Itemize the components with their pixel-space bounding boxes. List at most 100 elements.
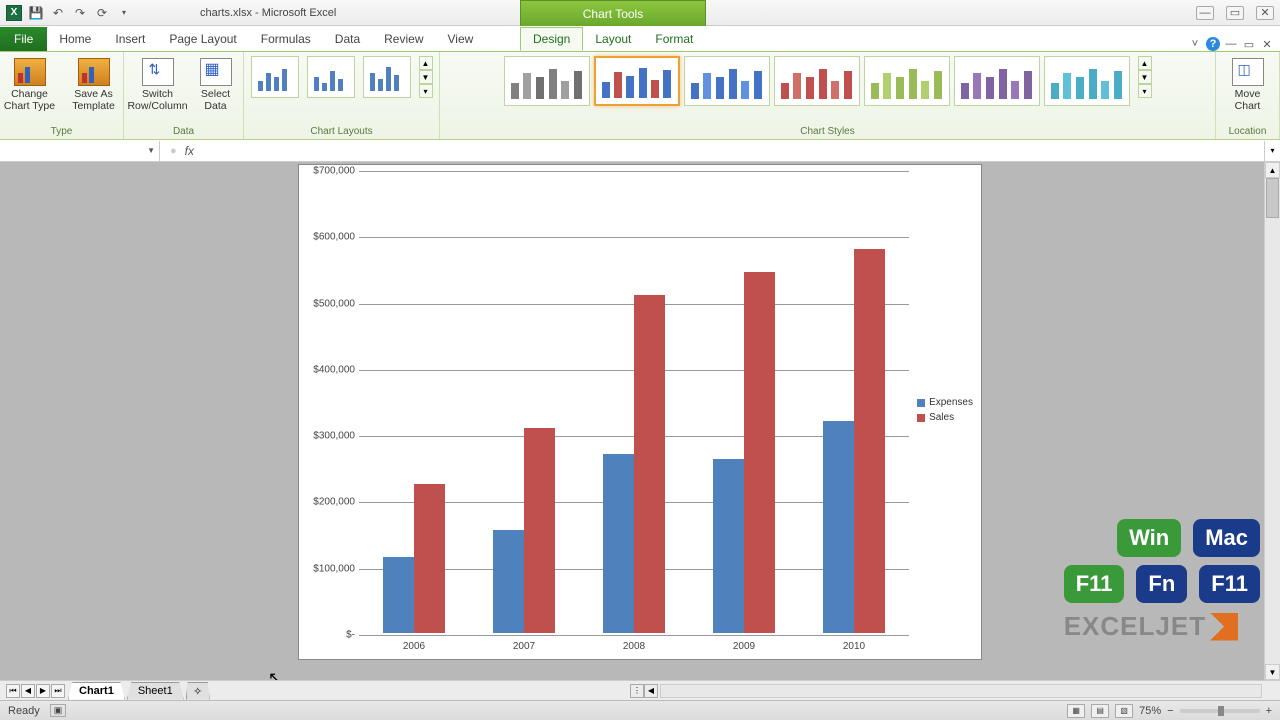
qat-customize-icon[interactable]: ▾ bbox=[116, 5, 132, 21]
tab-view[interactable]: View bbox=[436, 27, 486, 51]
overlay-badges: Win Mac F11 Fn F11 EXCELJET bbox=[1064, 519, 1260, 642]
chart-legend[interactable]: Expenses Sales bbox=[917, 397, 973, 427]
bar-sales-2008[interactable] bbox=[634, 295, 665, 633]
bar-sales-2009[interactable] bbox=[744, 272, 775, 633]
brand-icon bbox=[1210, 613, 1238, 641]
sheet-nav-prev[interactable]: ◀ bbox=[21, 684, 35, 698]
vertical-scrollbar[interactable]: ▲ ▼ bbox=[1264, 162, 1280, 680]
bar-sales-2006[interactable] bbox=[414, 484, 445, 633]
style-gallery-expand[interactable]: ▾ bbox=[1138, 84, 1152, 98]
close-button[interactable]: ✕ bbox=[1256, 6, 1274, 20]
maximize-button[interactable]: ▭ bbox=[1226, 6, 1244, 20]
style-scroll-up[interactable]: ▲ bbox=[1138, 56, 1152, 70]
chart-style-4[interactable] bbox=[774, 56, 860, 106]
chart-style-2[interactable] bbox=[594, 56, 680, 106]
bar-expenses-2007[interactable] bbox=[493, 530, 524, 633]
title-bar: X 💾 ↶ ↷ ⟳ ▾ charts.xlsx - Microsoft Exce… bbox=[0, 0, 1280, 26]
tab-home[interactable]: Home bbox=[47, 27, 103, 51]
save-icon[interactable]: 💾 bbox=[28, 5, 44, 21]
tab-page-layout[interactable]: Page Layout bbox=[157, 27, 248, 51]
legend-item-sales[interactable]: Sales bbox=[917, 412, 973, 423]
scroll-down-icon[interactable]: ▼ bbox=[1265, 664, 1280, 680]
ribbon: Change Chart Type Save As Template Type … bbox=[0, 52, 1280, 140]
hscroll-left[interactable]: ◀ bbox=[644, 684, 658, 698]
sheet-nav-last[interactable]: ⏭ bbox=[51, 684, 65, 698]
tab-data[interactable]: Data bbox=[323, 27, 372, 51]
chart-layout-1[interactable] bbox=[251, 56, 299, 98]
legend-swatch-icon bbox=[917, 399, 925, 407]
zoom-out-button[interactable]: − bbox=[1167, 705, 1173, 717]
zoom-slider[interactable] bbox=[1180, 709, 1260, 713]
doc-minimize-icon[interactable]: — bbox=[1224, 37, 1238, 51]
undo-icon[interactable]: ↶ bbox=[50, 5, 66, 21]
brand-logo: EXCELJET bbox=[1064, 611, 1260, 642]
legend-item-expenses[interactable]: Expenses bbox=[917, 397, 973, 408]
chart-style-5[interactable] bbox=[864, 56, 950, 106]
layout-scroll-up[interactable]: ▲ bbox=[419, 56, 433, 70]
scroll-up-icon[interactable]: ▲ bbox=[1265, 162, 1280, 178]
win-key-badge: F11 bbox=[1064, 565, 1125, 603]
chart-style-7[interactable] bbox=[1044, 56, 1130, 106]
x-tick-label: 2009 bbox=[733, 641, 755, 652]
sheet-tab-sheet1[interactable]: Sheet1 bbox=[127, 682, 184, 700]
chart-style-3[interactable] bbox=[684, 56, 770, 106]
tab-format[interactable]: Format bbox=[643, 27, 705, 51]
formula-bar: ▼ ● fx ▾ bbox=[0, 140, 1280, 162]
y-tick-label: $500,000 bbox=[299, 298, 355, 309]
bar-expenses-2010[interactable] bbox=[823, 421, 854, 633]
excel-icon[interactable]: X bbox=[6, 5, 22, 21]
new-sheet-button[interactable]: ✧ bbox=[186, 682, 210, 700]
style-scroll-down[interactable]: ▼ bbox=[1138, 70, 1152, 84]
page-layout-view-button[interactable]: ▤ bbox=[1091, 704, 1109, 718]
horizontal-scrollbar[interactable] bbox=[660, 684, 1262, 698]
switch-icon bbox=[142, 58, 174, 86]
switch-row-column-button[interactable]: Switch Row/Column bbox=[130, 56, 186, 112]
macro-record-icon[interactable]: ▣ bbox=[50, 704, 67, 717]
help-icon[interactable]: ? bbox=[1206, 37, 1220, 51]
chart-layout-3[interactable] bbox=[363, 56, 411, 98]
zoom-level[interactable]: 75% bbox=[1139, 705, 1161, 717]
file-tab[interactable]: File bbox=[0, 27, 47, 51]
mac-key-badge: F11 bbox=[1199, 565, 1260, 603]
tab-design[interactable]: Design bbox=[520, 27, 583, 51]
select-data-button[interactable]: Select Data bbox=[194, 56, 238, 112]
bar-sales-2010[interactable] bbox=[854, 249, 885, 633]
gridline bbox=[359, 237, 909, 238]
cancel-formula-icon[interactable]: ● bbox=[170, 145, 177, 157]
formula-bar-expand-icon[interactable]: ▾ bbox=[1264, 141, 1280, 161]
chart[interactable]: ExpensesSales $-$100,000$200,000$300,000… bbox=[298, 164, 982, 660]
redo-icon[interactable]: ↷ bbox=[72, 5, 88, 21]
name-box[interactable]: ▼ bbox=[0, 141, 160, 161]
bar-expenses-2008[interactable] bbox=[603, 454, 634, 633]
normal-view-button[interactable]: ▦ bbox=[1067, 704, 1085, 718]
bar-sales-2007[interactable] bbox=[524, 428, 555, 633]
sheet-nav-first[interactable]: ⏮ bbox=[6, 684, 20, 698]
chart-layout-2[interactable] bbox=[307, 56, 355, 98]
bar-expenses-2009[interactable] bbox=[713, 459, 744, 633]
tab-layout[interactable]: Layout bbox=[583, 27, 643, 51]
bar-expenses-2006[interactable] bbox=[383, 557, 414, 633]
sheet-nav-next[interactable]: ▶ bbox=[36, 684, 50, 698]
zoom-in-button[interactable]: + bbox=[1266, 705, 1272, 717]
save-as-template-button[interactable]: Save As Template bbox=[66, 56, 122, 112]
move-chart-button[interactable]: Move Chart bbox=[1224, 56, 1272, 112]
minimize-button[interactable]: — bbox=[1196, 6, 1214, 20]
layout-gallery-expand[interactable]: ▾ bbox=[419, 84, 433, 98]
tab-insert[interactable]: Insert bbox=[103, 27, 157, 51]
chart-style-6[interactable] bbox=[954, 56, 1040, 106]
name-box-dropdown-icon[interactable]: ▼ bbox=[147, 146, 155, 155]
tab-review[interactable]: Review bbox=[372, 27, 435, 51]
scroll-thumb[interactable] bbox=[1266, 178, 1279, 218]
layout-scroll-down[interactable]: ▼ bbox=[419, 70, 433, 84]
sheet-tab-chart1[interactable]: Chart1 bbox=[68, 682, 125, 700]
tab-split-handle[interactable]: ⋮ bbox=[630, 684, 644, 698]
doc-restore-icon[interactable]: ▭ bbox=[1242, 37, 1256, 51]
refresh-icon[interactable]: ⟳ bbox=[94, 5, 110, 21]
tab-formulas[interactable]: Formulas bbox=[249, 27, 323, 51]
page-break-view-button[interactable]: ▧ bbox=[1115, 704, 1133, 718]
fx-icon[interactable]: fx bbox=[185, 144, 194, 158]
doc-close-icon[interactable]: ✕ bbox=[1260, 37, 1274, 51]
change-chart-type-button[interactable]: Change Chart Type bbox=[2, 56, 58, 112]
ribbon-minimize-icon[interactable]: ˅ bbox=[1188, 37, 1202, 51]
chart-style-1[interactable] bbox=[504, 56, 590, 106]
